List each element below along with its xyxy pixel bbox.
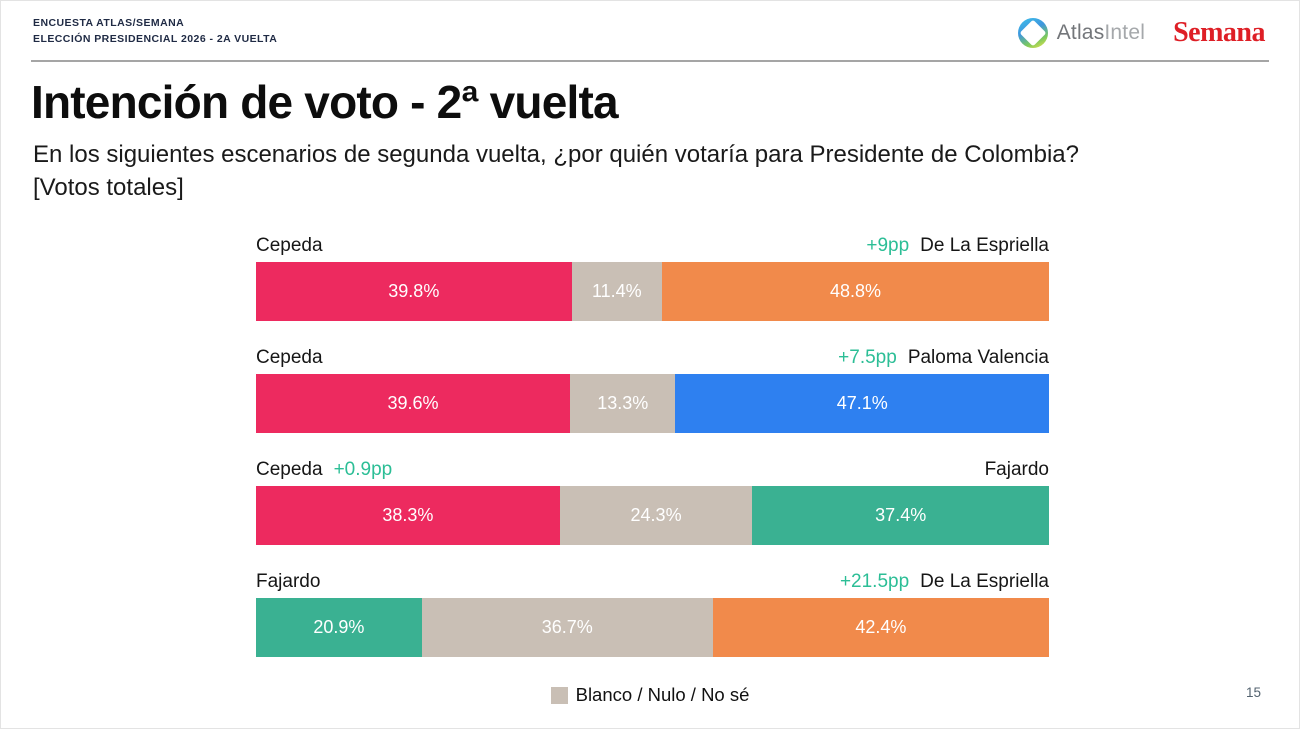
bar-segment: 38.3% xyxy=(256,486,560,545)
segment-value: 47.1% xyxy=(836,393,888,413)
kicker-line-1: ENCUESTA ATLAS/SEMANA xyxy=(33,17,185,29)
candidate-label-left: Cepeda xyxy=(256,235,323,256)
bar-segment: 42.4% xyxy=(712,598,1049,657)
label-right-group: +7.5pp Paloma Valencia xyxy=(838,347,1049,368)
segment-value: 48.8% xyxy=(829,281,881,301)
lead-badge: +21.5pp xyxy=(839,571,910,592)
bar-segment: 20.9% xyxy=(256,598,422,657)
subtitle-line-2: [Votos totales] xyxy=(33,173,184,201)
candidate-label-left: Cepeda xyxy=(256,459,323,480)
bar-segment: 48.8% xyxy=(662,262,1049,321)
intel-text: Intel xyxy=(1104,21,1146,44)
segment-value: 39.8% xyxy=(388,281,440,301)
segment-value: 39.6% xyxy=(387,393,439,413)
scenario-labels: Fajardo +21.5pp De La Espriella xyxy=(256,571,1049,592)
candidate-label-right: Paloma Valencia xyxy=(907,347,1049,368)
label-left-group: Cepeda xyxy=(256,235,323,256)
label-right-group: Fajardo xyxy=(985,459,1049,480)
scenario-labels: Cepeda +7.5pp Paloma Valencia xyxy=(256,347,1049,368)
lead-badge: +0.9pp xyxy=(333,459,393,480)
candidate-label-left: Cepeda xyxy=(256,347,323,368)
atlas-text: Atlas xyxy=(1056,21,1105,44)
bar-segment: 36.7% xyxy=(421,598,713,657)
bar-segment: 37.4% xyxy=(752,486,1049,545)
page-subtitle: En los siguientes escenarios de segunda … xyxy=(33,139,1079,204)
scenarios-chart: Cepeda +9pp De La Espriella 39.8% 11.4% 48.8%… xyxy=(256,235,1049,683)
subtitle-line-1: En los siguientes escenarios de segunda … xyxy=(33,141,1079,168)
scenario-row: Cepeda +9pp De La Espriella 39.8% 11.4% 48.8% xyxy=(256,235,1049,321)
bar-segment: 39.8% xyxy=(256,262,572,321)
segment-value: 20.9% xyxy=(313,617,365,637)
segment-value: 42.4% xyxy=(855,617,907,637)
header-kicker: ENCUESTA ATLAS/SEMANA ELECCIÓN PRESIDENC… xyxy=(33,15,277,47)
semana-logo: Semana xyxy=(1173,17,1265,48)
bar-segment: 47.1% xyxy=(675,374,1049,433)
bar-segment: 39.6% xyxy=(256,374,571,433)
label-left-group: Cepeda +0.9pp xyxy=(256,459,392,480)
candidate-label-left: Fajardo xyxy=(256,571,321,592)
stacked-bar: 38.3% 24.3% 37.4% xyxy=(256,486,1049,545)
segment-value: 11.4% xyxy=(591,281,642,301)
scenario-row: Cepeda +7.5pp Paloma Valencia 39.6% 13.3% 47.… xyxy=(256,347,1049,433)
kicker-line-2: ELECCIÓN PRESIDENCIAL 2026 - 2a VUELTA xyxy=(33,33,278,45)
atlasintel-logo: AtlasIntel xyxy=(1017,18,1145,48)
segment-value: 24.3% xyxy=(630,505,682,525)
page-title: Intención de voto - 2ª vuelta xyxy=(31,76,619,128)
lead-badge: +7.5pp xyxy=(838,347,897,368)
scenario-labels: Cepeda +9pp De La Espriella xyxy=(256,235,1049,256)
page-number: 15 xyxy=(1245,685,1261,700)
legend-label: Blanco / Nulo / No sé xyxy=(575,684,750,705)
scenario-row: Fajardo +21.5pp De La Espriella 20.9% 36.7% 4… xyxy=(256,571,1049,657)
scenario-labels: Cepeda +0.9pp Fajardo xyxy=(256,459,1049,480)
header-logos: AtlasIntel Semana xyxy=(1017,17,1265,49)
bar-segment: 11.4% xyxy=(571,262,662,321)
legend-swatch xyxy=(550,686,568,704)
candidate-label-right: De La Espriella xyxy=(920,571,1049,592)
candidate-label-right: Fajardo xyxy=(984,459,1049,480)
atlasintel-wordmark: AtlasIntel xyxy=(1057,21,1145,45)
lead-badge: +9pp xyxy=(866,235,910,256)
segment-value: 13.3% xyxy=(597,393,649,413)
header-divider xyxy=(31,60,1269,62)
bar-segment: 13.3% xyxy=(570,374,676,433)
stacked-bar: 20.9% 36.7% 42.4% xyxy=(256,598,1049,657)
label-right-group: +21.5pp De La Espriella xyxy=(840,571,1049,592)
bar-segment: 24.3% xyxy=(559,486,753,545)
scenario-row: Cepeda +0.9pp Fajardo 38.3% 24.3% 37.4% xyxy=(256,459,1049,545)
candidate-label-right: De La Espriella xyxy=(920,235,1049,256)
atlasintel-diamond-icon xyxy=(1017,18,1048,48)
segment-value: 36.7% xyxy=(541,617,593,637)
label-left-group: Cepeda xyxy=(256,347,323,368)
segment-value: 37.4% xyxy=(875,505,927,525)
label-left-group: Fajardo xyxy=(256,571,320,592)
label-right-group: +9pp De La Espriella xyxy=(866,235,1049,256)
stacked-bar: 39.6% 13.3% 47.1% xyxy=(256,374,1049,433)
stacked-bar: 39.8% 11.4% 48.8% xyxy=(256,262,1049,321)
chart-legend: Blanco / Nulo / No sé xyxy=(1,684,1299,706)
segment-value: 38.3% xyxy=(382,505,434,525)
